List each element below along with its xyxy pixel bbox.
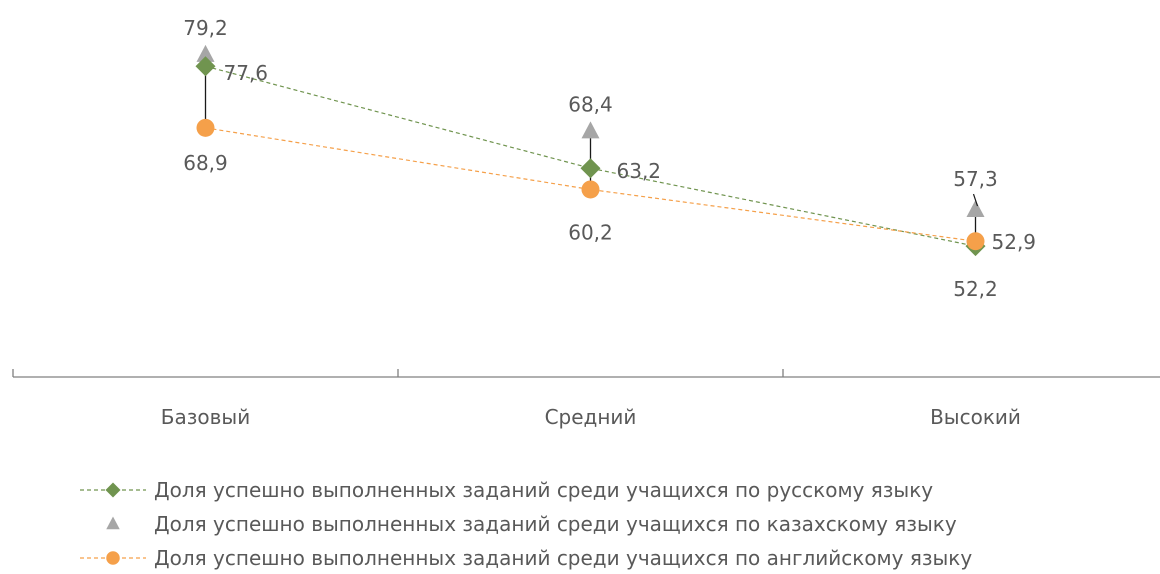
legend-label: Доля успешно выполненных заданий среди у… bbox=[154, 546, 972, 570]
legend-item: Доля успешно выполненных заданий среди у… bbox=[80, 546, 972, 570]
data-label: 52,9 bbox=[992, 230, 1037, 254]
data-label: 63,2 bbox=[617, 159, 662, 183]
data-point bbox=[581, 121, 600, 139]
data-label: 52,2 bbox=[953, 277, 998, 301]
data-point bbox=[966, 200, 985, 218]
data-point bbox=[966, 232, 985, 251]
legend-marker bbox=[106, 516, 120, 530]
series-lines bbox=[205, 65, 976, 247]
data-label: 79,2 bbox=[183, 16, 228, 40]
data-point bbox=[196, 44, 215, 62]
data-labels: 77,6 63,2 52,2 79,2 68,4 57,3 68,9 60,2 52,9 bbox=[183, 16, 1036, 301]
data-point bbox=[195, 56, 216, 77]
data-point bbox=[196, 118, 215, 137]
data-label: 68,4 bbox=[568, 92, 613, 116]
data-label: 60,2 bbox=[568, 220, 613, 244]
series-markers bbox=[195, 44, 986, 257]
data-point bbox=[580, 158, 601, 179]
legend-marker bbox=[106, 551, 120, 565]
x-axis: Базовый Средний Высокий bbox=[12, 369, 1160, 429]
data-label: 77,6 bbox=[224, 61, 269, 85]
series-line bbox=[205, 127, 976, 242]
legend-label: Доля успешно выполненных заданий среди у… bbox=[154, 478, 933, 502]
legend-item: Доля успешно выполненных заданий среди у… bbox=[106, 512, 957, 536]
legend-item: Доля успешно выполненных заданий среди у… bbox=[80, 478, 933, 502]
x-tick-label: Высокий bbox=[930, 405, 1021, 429]
data-point bbox=[581, 180, 600, 199]
data-label: 57,3 bbox=[953, 167, 998, 191]
legend: Доля успешно выполненных заданий среди у… bbox=[80, 478, 972, 570]
data-label: 68,9 bbox=[183, 151, 228, 175]
high-low-lines bbox=[204, 54, 977, 247]
series-line bbox=[205, 65, 976, 247]
x-tick-label: Базовый bbox=[161, 405, 250, 429]
legend-marker bbox=[105, 482, 121, 498]
x-tick-label: Средний bbox=[545, 405, 637, 429]
label-leader-line bbox=[972, 193, 979, 207]
legend-label: Доля успешно выполненных заданий среди у… bbox=[154, 512, 957, 536]
